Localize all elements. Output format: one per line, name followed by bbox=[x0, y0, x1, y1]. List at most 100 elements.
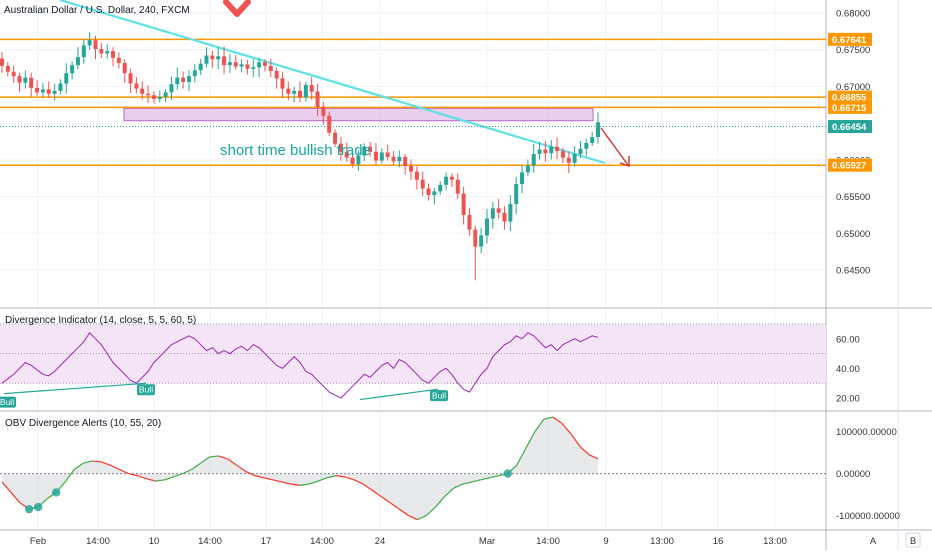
price-label-text: 0.66454 bbox=[832, 122, 867, 133]
obv-segment bbox=[83, 460, 93, 464]
obv-segment bbox=[173, 472, 183, 478]
candle-body bbox=[262, 62, 267, 66]
obv-segment bbox=[336, 475, 346, 478]
candle-body bbox=[245, 64, 250, 69]
price-axis[interactable]: 0.680000.675000.670000.665000.660000.655… bbox=[828, 9, 872, 277]
red-arrow-down-icon[interactable] bbox=[223, 0, 251, 17]
forecast-arrow[interactable] bbox=[600, 127, 630, 167]
price-label-text: 0.67641 bbox=[832, 35, 867, 46]
candle-body bbox=[368, 146, 373, 152]
obv-segment bbox=[561, 422, 572, 435]
candle-body bbox=[560, 151, 565, 158]
price-label[interactable]: 0.66715 bbox=[828, 100, 872, 114]
obv-segment bbox=[1, 481, 12, 493]
bull-badge[interactable]: Bull bbox=[430, 390, 448, 402]
price-label[interactable]: 0.66454 bbox=[828, 120, 872, 134]
candle-body bbox=[64, 73, 69, 84]
bull-badge[interactable]: Bull bbox=[137, 384, 155, 396]
obv-axis: 100000.00000 0.00000 -100000.00000 bbox=[836, 427, 900, 522]
obv-segment bbox=[570, 433, 581, 447]
candle-body bbox=[58, 83, 63, 91]
candle-body bbox=[356, 155, 361, 165]
price-tick-label: 0.67500 bbox=[836, 45, 870, 56]
chart-title: Australian Dollar / U.S. Dollar, 240, FX… bbox=[4, 5, 190, 16]
obv-segment bbox=[579, 445, 590, 456]
price-tick-label: 0.68000 bbox=[836, 9, 870, 20]
candle-body bbox=[391, 156, 396, 162]
candle-body bbox=[432, 191, 437, 196]
candle-body bbox=[257, 62, 262, 68]
auto-scale-label: A bbox=[870, 536, 877, 547]
obv-segment bbox=[417, 514, 427, 521]
candle-body bbox=[175, 77, 180, 85]
price-label[interactable]: 0.66855 bbox=[828, 90, 872, 104]
log-scale-button[interactable]: B bbox=[905, 532, 921, 548]
auto-scale-button[interactable]: A bbox=[870, 536, 877, 547]
candle-body bbox=[251, 67, 256, 69]
bull-badge-bg bbox=[0, 396, 16, 408]
price-label-text: 0.65927 bbox=[832, 161, 866, 172]
obv-tick-label: 0.00000 bbox=[836, 469, 870, 480]
bullish-divergence-marks: Bull Bull Bull bbox=[0, 382, 448, 408]
candle-body bbox=[216, 56, 221, 60]
candle-body bbox=[105, 51, 110, 54]
obv-segment bbox=[425, 506, 436, 516]
candle-body bbox=[146, 93, 151, 96]
obv-segment bbox=[10, 492, 21, 504]
obv-alert-dots bbox=[24, 469, 512, 514]
obv-segment bbox=[218, 455, 228, 460]
candle-body bbox=[75, 57, 80, 66]
obv-segment bbox=[146, 477, 156, 482]
obv-segment bbox=[543, 416, 553, 420]
candle-body bbox=[479, 235, 484, 247]
obv-pane[interactable]: OBV Divergence Alerts (10, 55, 20) bbox=[0, 416, 826, 521]
candle-body bbox=[40, 89, 45, 93]
candle-body bbox=[298, 90, 302, 98]
candle-body bbox=[508, 203, 513, 222]
time-tick-label: 14:00 bbox=[198, 536, 222, 547]
obv-segment bbox=[227, 458, 238, 466]
candle-body bbox=[572, 153, 577, 163]
candle-body bbox=[23, 77, 28, 83]
obv-segment bbox=[398, 508, 409, 516]
candle-body bbox=[420, 179, 425, 189]
bull-badge-text: Bull bbox=[0, 397, 14, 407]
annotation-text[interactable]: short time bullish trade bbox=[220, 142, 371, 159]
candle-body bbox=[449, 176, 454, 180]
candle-body bbox=[362, 146, 367, 156]
divergence-axis: 60.00 40.00 20.00 bbox=[836, 334, 860, 404]
obv-segment bbox=[434, 496, 445, 508]
divergence-pane[interactable]: Bull Bull Bull Divergence Indicator (14, c… bbox=[0, 315, 826, 408]
candle-body bbox=[385, 152, 390, 157]
price-tick-label: 0.65000 bbox=[836, 229, 870, 240]
candle-body bbox=[338, 143, 343, 152]
obv-alert-dot bbox=[33, 502, 43, 512]
candle-body bbox=[397, 156, 402, 162]
price-label[interactable]: 0.67641 bbox=[828, 32, 872, 46]
candle-body bbox=[204, 55, 209, 64]
candle-body bbox=[239, 64, 244, 67]
obv-segment bbox=[73, 462, 84, 470]
candle-body bbox=[473, 229, 478, 247]
time-axis[interactable]: Feb 14:00 10 14:00 17 14:00 24 Mar 14:00 9 13:00 16… bbox=[30, 536, 787, 547]
obv-segment bbox=[137, 475, 147, 480]
candle-body bbox=[590, 137, 595, 143]
divergence-title: Divergence Indicator (14, close, 5, 5, 6… bbox=[5, 315, 196, 326]
bull-divergence-line bbox=[3, 382, 147, 395]
bull-badge-bg bbox=[430, 390, 448, 402]
candle-body bbox=[484, 218, 489, 236]
price-pane[interactable]: short time bullish trade Australian Doll… bbox=[0, 0, 826, 281]
bull-badge[interactable]: Bull bbox=[0, 396, 16, 408]
candle-body bbox=[525, 165, 530, 173]
candle-body bbox=[140, 88, 145, 94]
obv-segment bbox=[444, 487, 454, 498]
obv-segment bbox=[308, 480, 319, 485]
price-label-bg bbox=[828, 100, 872, 114]
obv-segment bbox=[254, 475, 265, 479]
price-label[interactable]: 0.65927 bbox=[828, 158, 872, 172]
resistance-zone[interactable] bbox=[123, 107, 594, 122]
trendline[interactable] bbox=[59, 0, 606, 165]
obv-segment bbox=[128, 472, 138, 477]
time-tick-label: 9 bbox=[603, 536, 608, 547]
